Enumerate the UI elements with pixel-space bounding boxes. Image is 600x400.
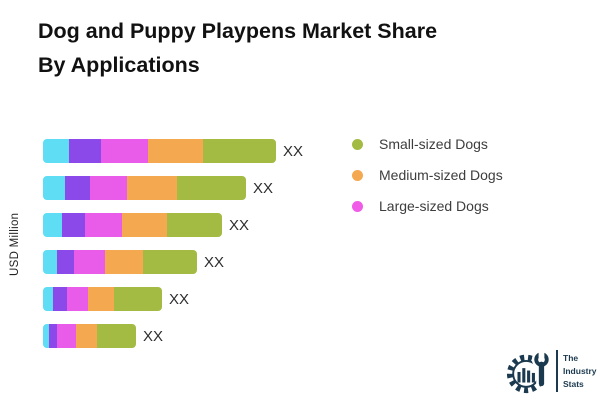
chart-title-line-1: Dog and Puppy Playpens Market Share bbox=[38, 19, 438, 43]
bar-segment-medium-sized-dogs bbox=[127, 176, 177, 200]
bar-segment-small-sized-dogs bbox=[167, 213, 222, 237]
legend-label: Medium-sized Dogs bbox=[379, 167, 503, 183]
bar-segment-medium-sized-dogs bbox=[105, 250, 143, 274]
bar-segment-medium-sized-dogs bbox=[148, 139, 203, 163]
bar-row: XX bbox=[43, 213, 303, 237]
bar-segment-unlabeled-series-cyan bbox=[43, 324, 49, 348]
bar-value-label: XX bbox=[143, 327, 164, 345]
bar-segment-medium-sized-dogs bbox=[122, 213, 167, 237]
logo-divider bbox=[556, 350, 558, 392]
legend-item: Large-sized Dogs bbox=[352, 197, 503, 215]
bar-value-label: XX bbox=[204, 253, 225, 271]
bar-value-label: XX bbox=[253, 179, 274, 197]
stacked-bar bbox=[43, 324, 136, 348]
stacked-bar bbox=[43, 250, 197, 274]
bar-segment-unlabeled-series-purple bbox=[57, 250, 74, 274]
bar-segment-large-sized-dogs bbox=[57, 324, 76, 348]
legend-item: Medium-sized Dogs bbox=[352, 166, 503, 184]
legend: Small-sized Dogs Medium-sized Dogs Large-s… bbox=[352, 135, 503, 215]
gear-wrench-icon bbox=[506, 349, 552, 394]
y-axis-label: USD Million bbox=[9, 212, 21, 276]
logo-text-line-3: Stats bbox=[563, 378, 584, 389]
bar-row: XX bbox=[43, 324, 303, 348]
bar-segment-medium-sized-dogs bbox=[76, 324, 97, 348]
bar-segment-unlabeled-series-purple bbox=[62, 213, 85, 237]
bar-value-label: XX bbox=[169, 290, 190, 308]
legend-dot-icon bbox=[352, 138, 363, 150]
chart-title: Dog and Puppy Playpens Market Share By A… bbox=[38, 14, 538, 82]
bar-row: XX bbox=[43, 139, 303, 163]
bar-segment-large-sized-dogs bbox=[85, 213, 122, 237]
logo-text: The Industry Stats bbox=[563, 352, 597, 391]
bar-segment-small-sized-dogs bbox=[114, 287, 162, 311]
bar-segment-small-sized-dogs bbox=[203, 139, 276, 163]
bar-row: XX bbox=[43, 250, 303, 274]
bar-segment-large-sized-dogs bbox=[74, 250, 105, 274]
stacked-bar bbox=[43, 139, 276, 163]
bar-segment-unlabeled-series-purple bbox=[69, 139, 101, 163]
legend-label: Small-sized Dogs bbox=[379, 136, 488, 152]
bar-segment-unlabeled-series-cyan bbox=[43, 139, 69, 163]
plot-area: XX XX XX XX XX XX bbox=[43, 139, 303, 348]
bar-segment-unlabeled-series-cyan bbox=[43, 213, 62, 237]
logo-text-line-1: The bbox=[563, 352, 579, 363]
brand-logo: The Industry Stats bbox=[505, 347, 597, 395]
stacked-bar bbox=[43, 176, 246, 200]
bar-row: XX bbox=[43, 176, 303, 200]
bar-segment-unlabeled-series-cyan bbox=[43, 250, 57, 274]
bar-value-label: XX bbox=[283, 142, 304, 160]
stacked-bar bbox=[43, 287, 162, 311]
stacked-bar bbox=[43, 213, 222, 237]
bar-segment-small-sized-dogs bbox=[143, 250, 197, 274]
chart-title-line-2: By Applications bbox=[38, 53, 200, 77]
legend-dot-icon bbox=[352, 200, 363, 212]
bar-row: XX bbox=[43, 287, 303, 311]
bar-segment-unlabeled-series-purple bbox=[53, 287, 67, 311]
logo-text-line-2: Industry bbox=[563, 365, 597, 376]
bar-segment-unlabeled-series-cyan bbox=[43, 176, 65, 200]
legend-item: Small-sized Dogs bbox=[352, 135, 503, 153]
bar-value-label: XX bbox=[229, 216, 250, 234]
bar-segment-small-sized-dogs bbox=[177, 176, 246, 200]
bar-segment-large-sized-dogs bbox=[67, 287, 88, 311]
bar-segment-unlabeled-series-purple bbox=[65, 176, 90, 200]
bar-segment-large-sized-dogs bbox=[90, 176, 127, 200]
bar-segment-unlabeled-series-purple bbox=[49, 324, 57, 348]
bar-segment-medium-sized-dogs bbox=[88, 287, 114, 311]
legend-dot-icon bbox=[352, 169, 363, 181]
bar-segment-unlabeled-series-cyan bbox=[43, 287, 53, 311]
bar-segment-large-sized-dogs bbox=[101, 139, 148, 163]
legend-label: Large-sized Dogs bbox=[379, 198, 489, 214]
bar-segment-small-sized-dogs bbox=[97, 324, 136, 348]
